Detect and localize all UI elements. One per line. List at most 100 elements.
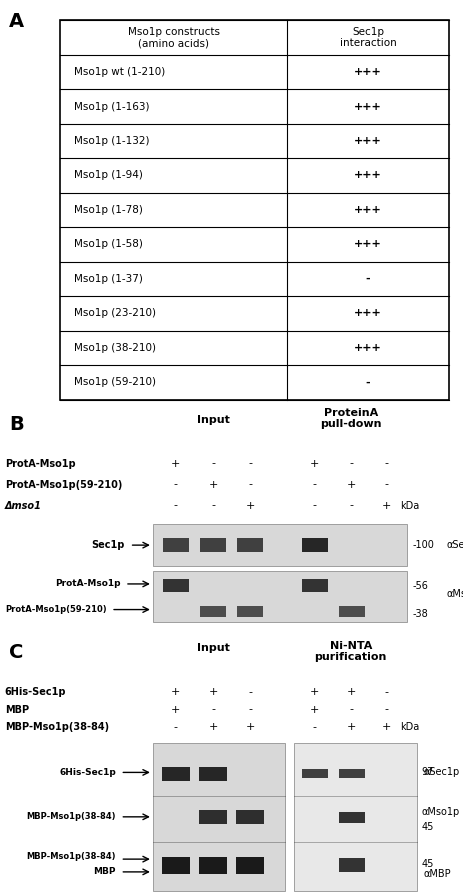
Bar bbox=[236, 857, 264, 874]
Bar bbox=[199, 857, 227, 874]
Text: -100: -100 bbox=[412, 540, 434, 550]
Text: +: + bbox=[310, 704, 319, 715]
Text: Sec1p
interaction: Sec1p interaction bbox=[340, 27, 396, 48]
Text: -: - bbox=[313, 479, 317, 489]
Text: -: - bbox=[350, 459, 354, 469]
Bar bbox=[153, 743, 285, 891]
Text: Mso1p (1-163): Mso1p (1-163) bbox=[74, 101, 150, 112]
Text: Ni-NTA
purification: Ni-NTA purification bbox=[314, 641, 387, 662]
Text: -: - bbox=[248, 686, 252, 697]
Text: Sec1p: Sec1p bbox=[92, 540, 125, 550]
Text: +: + bbox=[245, 501, 255, 511]
Text: +: + bbox=[310, 686, 319, 697]
Text: ProtA-Mso1p(59-210): ProtA-Mso1p(59-210) bbox=[5, 479, 122, 489]
Bar bbox=[163, 538, 189, 552]
Bar bbox=[199, 767, 227, 781]
Text: Mso1p (1-78): Mso1p (1-78) bbox=[74, 205, 143, 215]
Text: +++: +++ bbox=[354, 67, 382, 77]
Text: +++: +++ bbox=[354, 205, 382, 215]
Text: αSec1p: αSec1p bbox=[424, 767, 460, 778]
Text: 97: 97 bbox=[421, 767, 434, 778]
Text: -: - bbox=[366, 274, 370, 284]
Text: kDa: kDa bbox=[400, 501, 420, 511]
Bar bbox=[339, 857, 365, 872]
Text: ProtA-Mso1p(59-210): ProtA-Mso1p(59-210) bbox=[5, 605, 106, 614]
Text: -: - bbox=[248, 479, 252, 489]
Text: Mso1p (23-210): Mso1p (23-210) bbox=[74, 308, 156, 318]
Text: -: - bbox=[385, 479, 388, 489]
Text: -: - bbox=[350, 501, 354, 511]
Text: MBP-Mso1p(38-84): MBP-Mso1p(38-84) bbox=[5, 722, 109, 732]
Text: -: - bbox=[174, 501, 178, 511]
Text: 6His-Sec1p: 6His-Sec1p bbox=[59, 768, 116, 777]
Text: Mso1p (38-210): Mso1p (38-210) bbox=[74, 343, 156, 353]
Text: ProteinA
pull-down: ProteinA pull-down bbox=[320, 408, 382, 429]
Text: -: - bbox=[211, 501, 215, 511]
Text: -: - bbox=[385, 686, 388, 697]
Text: αMso1p: αMso1p bbox=[447, 589, 463, 599]
Text: -56: -56 bbox=[412, 581, 428, 590]
Text: A: A bbox=[9, 13, 25, 31]
Text: -: - bbox=[366, 377, 370, 387]
Text: -: - bbox=[211, 459, 215, 469]
Bar bbox=[163, 580, 189, 592]
Text: Mso1p (1-37): Mso1p (1-37) bbox=[74, 274, 143, 284]
Text: Mso1p constructs
(amino acids): Mso1p constructs (amino acids) bbox=[128, 27, 219, 48]
Text: +++: +++ bbox=[354, 343, 382, 353]
Text: MBP-Mso1p(38-84): MBP-Mso1p(38-84) bbox=[26, 813, 116, 822]
Text: +: + bbox=[382, 722, 391, 732]
Bar bbox=[294, 743, 417, 891]
Bar bbox=[302, 538, 328, 552]
Text: MBP-Mso1p(38-84): MBP-Mso1p(38-84) bbox=[26, 852, 116, 861]
Bar bbox=[162, 767, 190, 781]
Bar bbox=[153, 571, 407, 622]
Text: -: - bbox=[313, 722, 317, 732]
Text: +: + bbox=[208, 686, 218, 697]
Text: -: - bbox=[313, 501, 317, 511]
Text: -: - bbox=[350, 704, 354, 715]
Bar bbox=[237, 606, 263, 616]
Text: Input: Input bbox=[196, 415, 230, 425]
Bar bbox=[199, 811, 227, 824]
Text: +: + bbox=[171, 686, 181, 697]
Text: +: + bbox=[347, 722, 357, 732]
Bar bbox=[200, 606, 226, 616]
Bar bbox=[237, 538, 263, 552]
Text: +: + bbox=[382, 501, 391, 511]
Text: Mso1p (1-58): Mso1p (1-58) bbox=[74, 239, 143, 249]
Bar bbox=[339, 812, 365, 823]
Text: Mso1p (1-94): Mso1p (1-94) bbox=[74, 170, 143, 180]
Text: +++: +++ bbox=[354, 136, 382, 146]
Text: +++: +++ bbox=[354, 101, 382, 112]
Text: MBP: MBP bbox=[5, 704, 29, 715]
Text: αMso1p: αMso1p bbox=[421, 806, 460, 817]
Text: ProtA-Mso1p: ProtA-Mso1p bbox=[5, 459, 75, 469]
Text: -: - bbox=[174, 479, 178, 489]
Text: +++: +++ bbox=[354, 170, 382, 180]
Text: +: + bbox=[208, 722, 218, 732]
Text: +: + bbox=[347, 686, 357, 697]
Text: Input: Input bbox=[196, 643, 230, 653]
Text: +: + bbox=[171, 704, 181, 715]
Text: C: C bbox=[9, 643, 24, 662]
Text: αSec1p: αSec1p bbox=[447, 540, 463, 550]
Text: -: - bbox=[174, 722, 178, 732]
Text: +: + bbox=[208, 479, 218, 489]
Text: +: + bbox=[310, 459, 319, 469]
Text: -: - bbox=[248, 704, 252, 715]
Bar bbox=[236, 811, 264, 824]
Text: -38: -38 bbox=[412, 609, 428, 619]
Text: αMBP: αMBP bbox=[424, 869, 451, 880]
Text: -: - bbox=[385, 704, 388, 715]
Text: +++: +++ bbox=[354, 308, 382, 318]
Bar bbox=[339, 606, 365, 616]
Text: kDa: kDa bbox=[400, 722, 420, 732]
Bar bbox=[302, 769, 328, 778]
Bar bbox=[60, 21, 449, 400]
Bar bbox=[162, 857, 190, 874]
Text: 45: 45 bbox=[421, 822, 434, 832]
Text: +: + bbox=[171, 459, 181, 469]
Text: MBP: MBP bbox=[93, 867, 116, 876]
Bar bbox=[200, 538, 226, 552]
Text: Mso1p (59-210): Mso1p (59-210) bbox=[74, 377, 156, 387]
